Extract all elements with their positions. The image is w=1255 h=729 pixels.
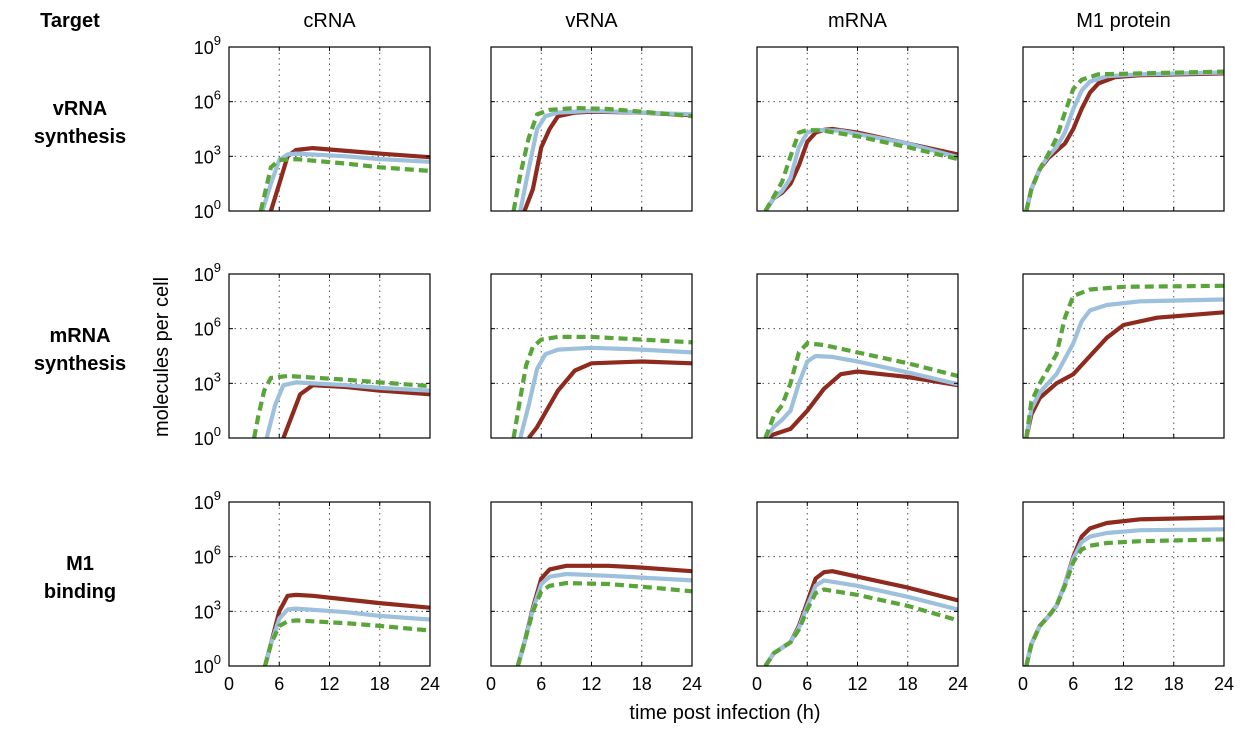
series-line-2 [262, 618, 430, 666]
series-line-1 [518, 108, 692, 211]
panel-r0-c1 [490, 46, 693, 212]
panel-r1-c2 [756, 273, 959, 439]
row-title: binding [44, 581, 116, 603]
panel-frame [1022, 501, 1225, 667]
x-tick-label: 0 [224, 674, 234, 694]
series-line-1 [1024, 527, 1224, 666]
y-tick-label: 106 [194, 315, 221, 340]
series-line-2 [763, 127, 958, 211]
panel-frame [228, 273, 431, 439]
panel-frame [228, 46, 431, 212]
series-line-1 [763, 353, 958, 438]
series-line-0 [281, 383, 430, 438]
x-tick-label: 24 [1214, 674, 1234, 694]
y-tick-label: 106 [194, 543, 221, 568]
x-tick-label: 0 [752, 674, 762, 694]
target-header: Target [40, 10, 100, 32]
panel-r1-c0: 100 103 106 109 [194, 260, 431, 449]
series-line-1 [260, 151, 430, 211]
row-title: synthesis [34, 126, 126, 148]
x-tick-label: 18 [898, 674, 918, 694]
x-tick-label: 24 [682, 674, 702, 694]
series-line-2 [1024, 537, 1224, 666]
series-line-2 [1024, 283, 1224, 438]
panel-frame [228, 501, 431, 667]
y-tick-label: 100 [194, 652, 221, 677]
series-line-2 [258, 157, 430, 211]
x-tick-label: 18 [632, 674, 652, 694]
series-line-0 [764, 369, 958, 438]
series-line-1 [1024, 297, 1224, 438]
x-tick-label: 0 [1018, 674, 1028, 694]
panel-r1-c3 [1022, 273, 1225, 439]
series-line-0 [527, 359, 692, 438]
y-tick-label: 109 [194, 488, 221, 513]
series-line-2 [252, 373, 430, 438]
series-line-1 [262, 606, 430, 666]
panel-r0-c0: 100 103 106 109 [194, 33, 431, 222]
series-line-0 [262, 592, 430, 666]
series-line-1 [518, 345, 692, 438]
panel-r0-c2 [756, 46, 959, 212]
y-axis-label: molecules per cell [151, 277, 173, 437]
panel-r2-c0: 100 103 106 109 0 6 12 18 24 [194, 488, 440, 694]
series-line-2 [763, 341, 958, 438]
x-axis-label: time post infection (h) [629, 702, 820, 724]
column-titles: cRNA vRNA mRNA M1 protein [303, 10, 1170, 32]
x-tick-label: 18 [370, 674, 390, 694]
row-title: M1 [66, 553, 94, 575]
y-tick-label: 100 [194, 424, 221, 449]
series-line-2 [763, 587, 958, 666]
y-tick-label: 109 [194, 33, 221, 58]
x-tick-label: 6 [536, 674, 546, 694]
y-tick-label: 100 [194, 197, 221, 222]
x-tick-label: 0 [486, 674, 496, 694]
series-line-2 [511, 105, 692, 211]
column-title: M1 protein [1076, 10, 1171, 32]
x-tick-label: 12 [847, 674, 867, 694]
panel-r2-c2: 0 6 12 18 24 [752, 501, 968, 694]
x-tick-label: 24 [420, 674, 440, 694]
x-tick-label: 12 [1113, 674, 1133, 694]
row-title: vRNA [53, 98, 107, 120]
x-tick-label: 6 [1068, 674, 1078, 694]
y-tick-label: 106 [194, 88, 221, 113]
column-title: mRNA [828, 10, 888, 32]
row-titles: vRNA synthesis mRNA synthesis M1 binding [34, 98, 126, 603]
x-tick-label: 24 [948, 674, 968, 694]
row-title: synthesis [34, 353, 126, 375]
series-line-2 [511, 334, 692, 438]
series-line-0 [268, 146, 430, 211]
panel-r0-c3 [1022, 46, 1225, 212]
x-tick-label: 6 [802, 674, 812, 694]
panel-frame [490, 46, 693, 212]
y-tick-label: 109 [194, 260, 221, 285]
panel-r1-c1 [490, 273, 693, 439]
panel-r2-c3: 0 6 12 18 24 [1018, 501, 1234, 694]
series-line-2 [515, 581, 692, 666]
y-tick-label: 103 [194, 142, 221, 167]
series-line-0 [522, 109, 692, 211]
y-tick-label: 103 [194, 369, 221, 394]
panels: 100 103 106 109 100 103 106 109 100 103 106 109 0 6 12… [194, 33, 1234, 694]
panel-frame [490, 273, 693, 439]
x-tick-label: 18 [1164, 674, 1184, 694]
series-line-0 [1024, 310, 1224, 438]
panel-r2-c1: 0 6 12 18 24 [486, 501, 702, 694]
series-line-2 [1024, 69, 1224, 211]
series-line-1 [763, 127, 958, 211]
series-line-1 [264, 380, 430, 438]
column-title: vRNA [565, 10, 618, 32]
column-title: cRNA [303, 10, 356, 32]
row-title: mRNA [49, 325, 110, 347]
x-tick-label: 6 [274, 674, 284, 694]
y-tick-label: 103 [194, 597, 221, 622]
x-tick-label: 12 [581, 674, 601, 694]
x-tick-label: 12 [319, 674, 339, 694]
